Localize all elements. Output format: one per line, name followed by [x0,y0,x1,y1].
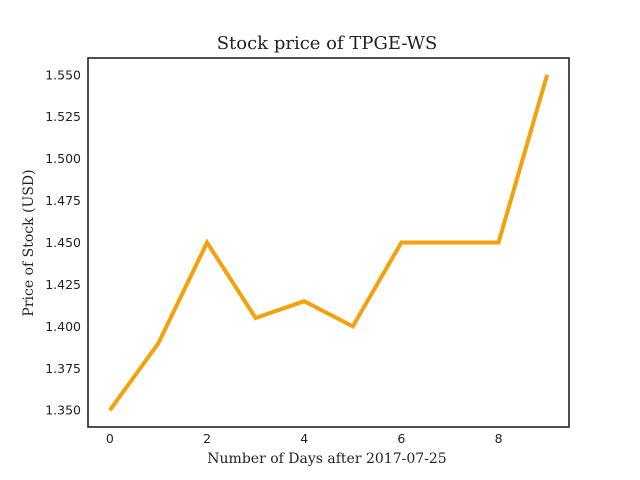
x-tick-label: 2 [203,431,211,446]
plot-frame [87,57,570,428]
x-tick-label: 4 [300,431,308,446]
y-tick-label: 1.475 [45,193,81,208]
y-axis-label: Price of Stock (USD) [21,169,37,316]
x-tick-label: 8 [495,431,503,446]
y-tick-label: 1.550 [45,67,81,82]
y-tick-label: 1.525 [45,109,81,124]
x-tick-label: 6 [397,431,405,446]
x-axis-label: Number of Days after 2017-07-25 [207,451,446,467]
chart-title: Stock price of TPGE-WS [217,33,438,54]
y-tick-label: 1.400 [45,319,81,334]
plot-area: 0 2 4 6 8 1.350 1.375 1.400 1.425 1.450 1.475 1.500… [45,57,570,446]
x-tick-label: 0 [106,431,114,446]
y-tick-label: 1.375 [45,361,81,376]
series-line-0 [108,74,550,412]
y-tick-label: 1.425 [45,277,81,292]
y-tick-label: 1.450 [45,235,81,250]
y-tick-label: 1.350 [45,403,81,418]
y-tick-label: 1.500 [45,151,81,166]
